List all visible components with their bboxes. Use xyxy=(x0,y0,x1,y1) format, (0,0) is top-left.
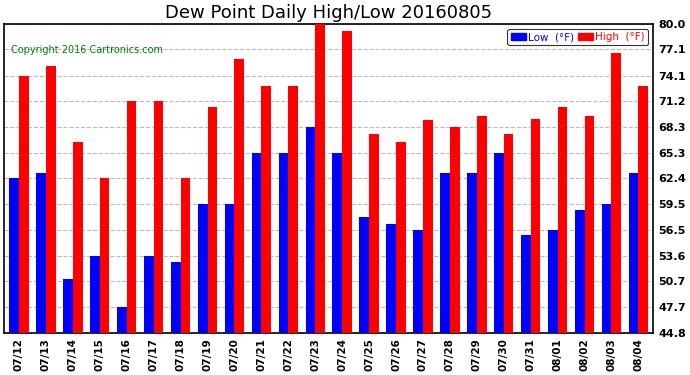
Bar xyxy=(9,178,19,333)
Bar xyxy=(611,53,621,333)
Bar xyxy=(127,101,137,333)
Bar xyxy=(154,101,164,333)
Text: Copyright 2016 Cartronics.com: Copyright 2016 Cartronics.com xyxy=(10,45,163,56)
Bar xyxy=(46,66,56,333)
Title: Dew Point Daily High/Low 20160805: Dew Point Daily High/Low 20160805 xyxy=(165,4,492,22)
Bar xyxy=(423,120,433,333)
Bar xyxy=(504,134,513,333)
Bar xyxy=(100,178,110,333)
Bar xyxy=(629,173,638,333)
Bar xyxy=(181,178,190,333)
Bar xyxy=(315,24,325,333)
Bar xyxy=(531,118,540,333)
Legend: Low  (°F), High  (°F): Low (°F), High (°F) xyxy=(507,29,648,45)
Bar xyxy=(548,230,558,333)
Bar xyxy=(225,204,235,333)
Bar xyxy=(413,230,423,333)
Bar xyxy=(288,86,298,333)
Bar xyxy=(342,31,352,333)
Bar xyxy=(440,173,450,333)
Bar xyxy=(584,116,594,333)
Bar xyxy=(602,204,611,333)
Bar xyxy=(19,75,29,333)
Bar xyxy=(575,210,584,333)
Bar xyxy=(144,256,154,333)
Bar xyxy=(279,153,288,333)
Bar xyxy=(521,236,531,333)
Bar xyxy=(63,279,73,333)
Bar xyxy=(467,173,477,333)
Bar xyxy=(359,217,369,333)
Bar xyxy=(208,107,217,333)
Bar xyxy=(638,86,648,333)
Bar xyxy=(494,153,504,333)
Bar xyxy=(477,116,486,333)
Bar xyxy=(386,224,396,333)
Bar xyxy=(171,262,181,333)
Bar xyxy=(235,59,244,333)
Bar xyxy=(198,204,208,333)
Bar xyxy=(252,153,262,333)
Bar xyxy=(36,173,46,333)
Bar xyxy=(306,126,315,333)
Bar xyxy=(262,86,271,333)
Bar xyxy=(117,308,127,333)
Bar xyxy=(396,142,406,333)
Bar xyxy=(450,126,460,333)
Bar xyxy=(90,256,100,333)
Bar xyxy=(333,153,342,333)
Bar xyxy=(73,142,83,333)
Bar xyxy=(558,107,567,333)
Bar xyxy=(369,134,379,333)
